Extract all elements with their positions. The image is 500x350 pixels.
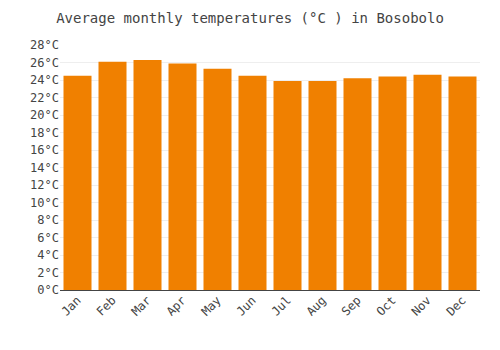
svg-text:Dec: Dec xyxy=(444,293,469,318)
svg-text:24°C: 24°C xyxy=(30,73,59,87)
svg-text:Average monthly temperatures (: Average monthly temperatures (°C ) in Bo… xyxy=(56,10,444,26)
svg-text:20°C: 20°C xyxy=(30,108,59,122)
svg-text:2°C: 2°C xyxy=(37,266,59,280)
svg-text:12°C: 12°C xyxy=(30,178,59,192)
svg-text:26°C: 26°C xyxy=(30,56,59,70)
svg-text:Jul: Jul xyxy=(269,293,294,318)
svg-text:10°C: 10°C xyxy=(30,196,59,210)
svg-text:8°C: 8°C xyxy=(37,213,59,227)
svg-text:14°C: 14°C xyxy=(30,161,59,175)
svg-text:Feb: Feb xyxy=(94,293,119,318)
svg-text:Jan: Jan xyxy=(59,293,84,318)
svg-text:22°C: 22°C xyxy=(30,91,59,105)
svg-text:28°C: 28°C xyxy=(30,38,59,52)
svg-text:Nov: Nov xyxy=(409,293,434,318)
svg-text:Apr: Apr xyxy=(164,293,189,318)
svg-text:Aug: Aug xyxy=(304,293,329,318)
svg-text:Sep: Sep xyxy=(339,293,364,318)
svg-text:0°C: 0°C xyxy=(37,283,59,297)
svg-text:Oct: Oct xyxy=(374,293,399,318)
svg-text:Mar: Mar xyxy=(129,293,154,318)
svg-text:18°C: 18°C xyxy=(30,126,59,140)
svg-text:6°C: 6°C xyxy=(37,231,59,245)
svg-text:4°C: 4°C xyxy=(37,248,59,262)
svg-text:16°C: 16°C xyxy=(30,143,59,157)
svg-text:May: May xyxy=(199,293,224,318)
svg-text:Jun: Jun xyxy=(234,293,259,318)
